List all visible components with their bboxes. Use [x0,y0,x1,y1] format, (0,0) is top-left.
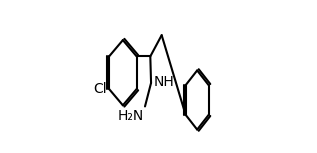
Text: H₂N: H₂N [118,110,144,123]
Text: Cl: Cl [94,82,107,96]
Text: NH: NH [154,75,175,89]
